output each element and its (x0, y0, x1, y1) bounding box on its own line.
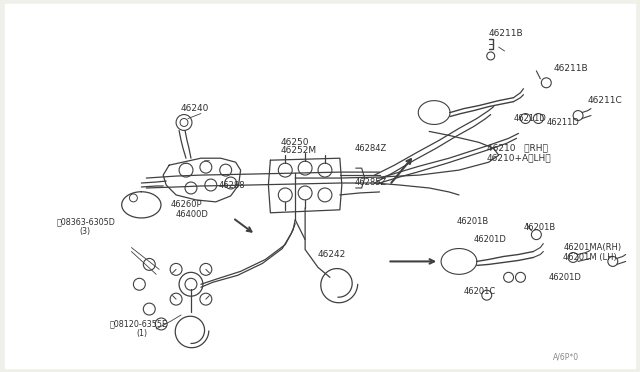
Text: ⒲08120-6355E: ⒲08120-6355E (109, 320, 168, 328)
Text: (1): (1) (136, 329, 147, 339)
Text: 46240: 46240 (181, 104, 209, 113)
Text: 46211D: 46211D (513, 114, 547, 123)
Text: 46284Z: 46284Z (355, 144, 387, 153)
Text: (3): (3) (80, 227, 91, 236)
Text: 46201M (LH): 46201M (LH) (563, 253, 617, 262)
Text: Ⓝ08363-6305D: Ⓝ08363-6305D (57, 217, 116, 226)
Text: 46201B: 46201B (457, 217, 489, 226)
Text: 46285Z: 46285Z (355, 177, 387, 186)
Text: 46210+A〈LH〉: 46210+A〈LH〉 (487, 154, 552, 163)
Text: 46201C: 46201C (464, 287, 496, 296)
Text: A/6P*0: A/6P*0 (553, 352, 579, 361)
Text: 46242: 46242 (318, 250, 346, 259)
Text: 46201B: 46201B (524, 223, 556, 232)
Text: 46260P: 46260P (171, 201, 203, 209)
Text: 46211B: 46211B (489, 29, 524, 38)
Text: 46211D: 46211D (547, 118, 579, 127)
Text: 46288: 46288 (219, 180, 245, 189)
Text: 46210   〈RH〉: 46210 〈RH〉 (487, 144, 548, 153)
Text: 46211C: 46211C (588, 96, 623, 105)
Text: 46252M: 46252M (280, 146, 316, 155)
Text: 46201MA(RH): 46201MA(RH) (563, 243, 621, 252)
Text: 46250: 46250 (280, 138, 308, 147)
Text: 46201D: 46201D (548, 273, 581, 282)
Text: 46201D: 46201D (474, 235, 507, 244)
Text: 46400D: 46400D (176, 210, 209, 219)
Text: 46211B: 46211B (553, 64, 588, 73)
